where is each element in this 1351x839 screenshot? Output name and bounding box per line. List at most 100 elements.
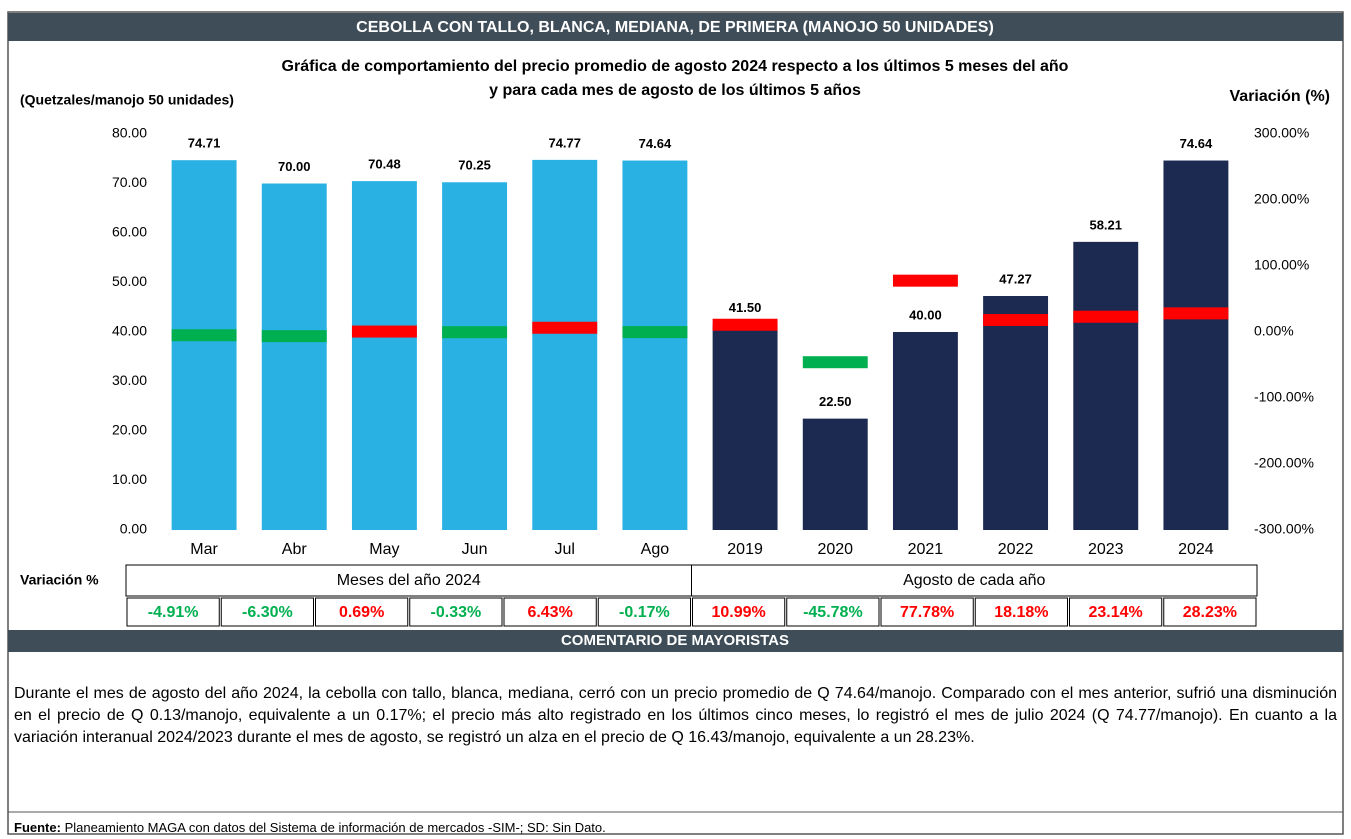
table-cell: [315, 597, 409, 627]
y2-tick-label: -300.00%: [1254, 521, 1314, 537]
data-label: 40.00: [909, 307, 942, 322]
table-cell: [692, 597, 786, 627]
header-title: CEBOLLA CON TALLO, BLANCA, MEDIANA, DE P…: [356, 19, 994, 36]
variation-label: -6.30%: [242, 604, 293, 621]
x-tick-label: 2019: [727, 541, 763, 558]
variation-label: 6.43%: [527, 604, 572, 621]
table-row-label: Variación %: [20, 572, 99, 588]
variation-marker: [1163, 307, 1229, 320]
y-tick-label: 70.00: [112, 174, 147, 190]
variation-marker: [892, 274, 958, 287]
chart-subtitle: y para cada mes de agosto de los últimos…: [489, 82, 861, 99]
x-tick-label: Mar: [190, 541, 218, 558]
section-bar: [8, 630, 1343, 652]
y2-tick-label: 300.00%: [1254, 125, 1309, 141]
table-cell: [503, 597, 597, 627]
x-tick-label: Ago: [641, 541, 670, 558]
data-label: 70.48: [368, 157, 401, 172]
y-tick-label: 10.00: [112, 471, 147, 487]
table-cell: [974, 597, 1068, 627]
variation-marker: [261, 330, 327, 343]
table-cell: [409, 597, 503, 627]
x-tick-label: 2023: [1088, 541, 1124, 558]
table-cell: [220, 597, 314, 627]
bar: [442, 182, 508, 530]
bar: [261, 183, 327, 530]
bar: [622, 160, 688, 531]
bar: [532, 159, 598, 531]
variation-label: 18.18%: [994, 604, 1048, 621]
bar: [171, 160, 237, 531]
y-tick-label: 20.00: [112, 422, 147, 438]
variation-label: 10.99%: [711, 604, 765, 621]
data-label: 74.71: [188, 136, 221, 151]
x-tick-label: 2024: [1178, 541, 1214, 558]
x-tick-label: Jul: [555, 541, 575, 558]
variation-label: -0.17%: [619, 604, 670, 621]
table-group-label: Agosto de cada año: [903, 572, 1045, 589]
variation-marker: [442, 326, 508, 339]
section-title: COMENTARIO DE MAYORISTAS: [561, 632, 789, 649]
variation-label: 0.69%: [339, 604, 384, 621]
x-tick-label: 2022: [998, 541, 1034, 558]
y-tick-label: 50.00: [112, 273, 147, 289]
bar: [892, 332, 958, 530]
header-bar: [8, 13, 1343, 41]
table-cell: [1163, 597, 1257, 627]
chart-title: Gráfica de comportamiento del precio pro…: [282, 58, 1069, 75]
x-tick-label: 2020: [817, 541, 853, 558]
data-label: 47.27: [999, 271, 1032, 286]
y2-tick-label: -200.00%: [1254, 455, 1314, 471]
comment-text: Durante el mes de agosto del año 2024, l…: [14, 685, 1337, 746]
y-tick-label: 0.00: [120, 521, 147, 537]
table-group-label: Meses del año 2024: [337, 572, 481, 589]
data-label: 74.77: [548, 135, 581, 150]
bar: [1163, 160, 1229, 531]
variation-marker: [712, 318, 778, 331]
variation-marker: [171, 329, 237, 342]
bar: [802, 418, 868, 530]
variation-marker: [532, 321, 598, 334]
variation-marker: [351, 325, 417, 338]
bar: [1073, 241, 1139, 530]
data-label: 70.25: [458, 158, 491, 173]
table-cell: [126, 597, 220, 627]
variation-marker: [983, 314, 1049, 327]
source-text: Planeamiento MAGA con datos del Sistema …: [60, 820, 606, 835]
variation-marker: [1073, 310, 1139, 323]
variation-label: -45.78%: [803, 604, 863, 621]
x-tick-label: Jun: [462, 541, 488, 558]
y2-tick-label: 200.00%: [1254, 191, 1309, 207]
y-axis-label: (Quetzales/manojo 50 unidades): [20, 92, 234, 108]
y2-axis-label: Variación (%): [1230, 88, 1330, 105]
data-label: 58.21: [1089, 217, 1122, 232]
data-label: 74.64: [639, 136, 672, 151]
table-cell: [1069, 597, 1163, 627]
x-tick-label: 2021: [908, 541, 944, 558]
source: Fuente: Planeamiento MAGA con datos del …: [14, 820, 606, 835]
data-label: 22.50: [819, 394, 852, 409]
data-label: 70.00: [278, 159, 311, 174]
x-tick-label: Abr: [282, 541, 308, 558]
bar: [712, 324, 778, 530]
y-tick-label: 30.00: [112, 372, 147, 388]
y2-tick-label: 100.00%: [1254, 257, 1309, 273]
y2-tick-label: -100.00%: [1254, 389, 1314, 405]
data-label: 74.64: [1180, 136, 1213, 151]
variation-label: 77.78%: [900, 604, 954, 621]
table-group-cell: [691, 564, 1258, 597]
variation-marker: [622, 326, 688, 339]
y2-tick-label: 0.00%: [1254, 323, 1294, 339]
bar: [351, 181, 417, 530]
variation-marker: [802, 356, 868, 369]
data-label: 41.50: [729, 300, 762, 315]
variation-label: 23.14%: [1088, 604, 1142, 621]
table-cell: [786, 597, 880, 627]
y-tick-label: 40.00: [112, 323, 147, 339]
bar: [983, 296, 1049, 530]
table-cell: [597, 597, 691, 627]
table-cell: [880, 597, 974, 627]
variation-label: -4.91%: [148, 604, 199, 621]
y-tick-label: 80.00: [112, 125, 147, 141]
